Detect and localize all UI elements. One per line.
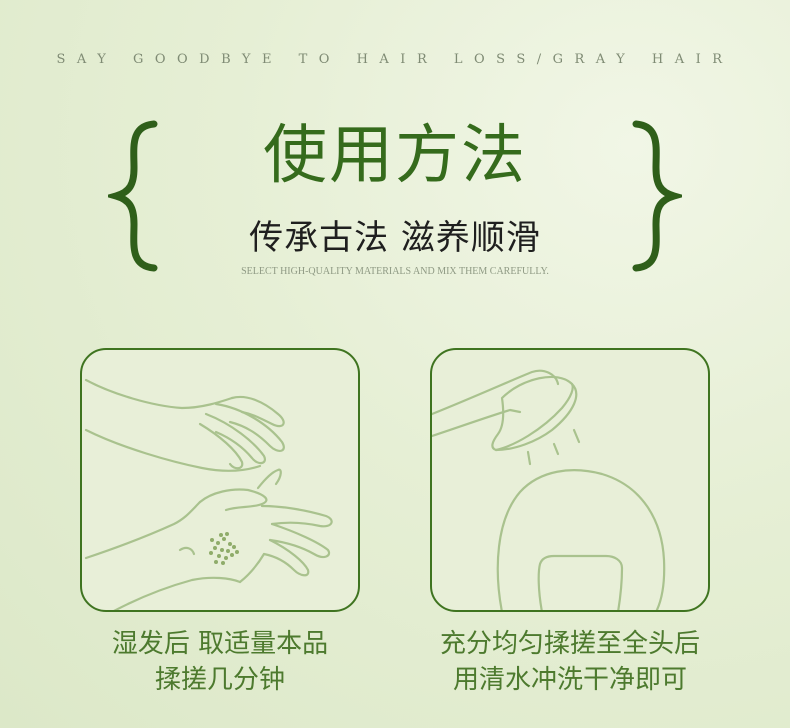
- shower-rinse-icon: [432, 369, 666, 610]
- english-subtitle: SELECT HIGH-QUALITY MATERIALS AND MIX TH…: [241, 266, 549, 277]
- step-2-card: [430, 348, 710, 612]
- step-1-caption-line-2: 揉搓几分钟: [154, 665, 285, 695]
- step-1-caption-line-1: 湿发后 取适量本品: [111, 629, 329, 659]
- step-1-caption: 湿发后 取适量本品 揉搓几分钟: [55, 626, 385, 698]
- step-2-caption-line-1: 充分均匀揉搓至全头后: [439, 629, 700, 659]
- hands-icon: [84, 378, 333, 610]
- right-brace-icon: [632, 120, 682, 272]
- tagline: SAY GOODBYE TO HAIR LOSS/GRAY HAIR: [56, 52, 734, 67]
- step-2-caption: 充分均匀揉搓至全头后 用清水冲洗干净即可: [405, 626, 735, 698]
- left-brace-icon: [108, 120, 158, 272]
- page-subtitle: 传承古法 滋养顺滑: [249, 218, 541, 258]
- page-title: 使用方法: [263, 119, 527, 193]
- step-2-caption-line-2: 用清水冲洗干净即可: [452, 665, 687, 695]
- step-1-card: [80, 348, 360, 612]
